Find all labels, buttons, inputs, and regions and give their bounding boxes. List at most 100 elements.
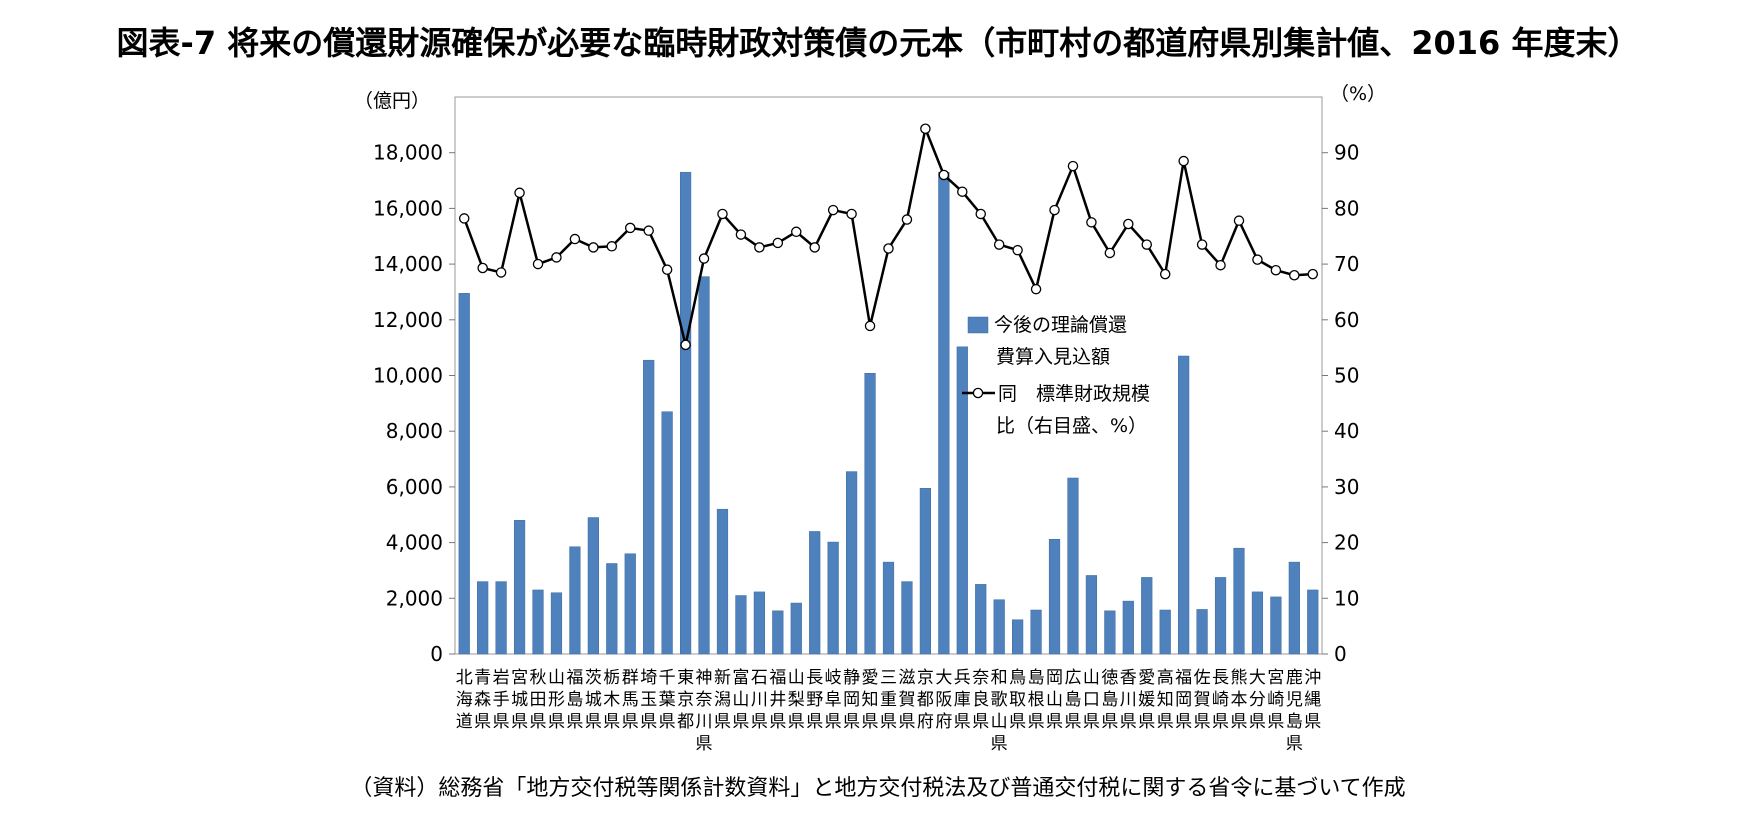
left-tick-label: 4,000 bbox=[386, 531, 443, 555]
category-label: 愛媛県 bbox=[1138, 668, 1155, 732]
category-label: 長野県 bbox=[806, 668, 823, 732]
category-label: 鹿児島県 bbox=[1286, 668, 1303, 754]
bar bbox=[661, 411, 673, 655]
category-label: 長崎県 bbox=[1212, 668, 1229, 732]
bar bbox=[606, 563, 618, 655]
bar bbox=[938, 171, 950, 655]
left-tick-label: 14,000 bbox=[373, 252, 443, 276]
line-point bbox=[1141, 239, 1153, 250]
bar bbox=[735, 595, 747, 655]
right-axis: 0 10 20 30 40 50 60 70 80 90 （%） bbox=[1322, 83, 1386, 666]
category-label: 徳島県 bbox=[1101, 668, 1118, 732]
line-series bbox=[458, 123, 1319, 351]
bar bbox=[1214, 577, 1227, 655]
bar bbox=[753, 591, 765, 655]
left-tick-label: 18,000 bbox=[373, 141, 443, 165]
bar bbox=[993, 599, 1005, 655]
bar bbox=[1233, 547, 1245, 655]
line-point bbox=[1178, 155, 1189, 167]
right-tick-label: 60 bbox=[1334, 308, 1359, 332]
line-point bbox=[514, 187, 525, 199]
line-point bbox=[846, 208, 857, 220]
category-label: 大分県 bbox=[1249, 668, 1266, 732]
category-label: 山口県 bbox=[1083, 668, 1100, 732]
line-point bbox=[791, 226, 802, 238]
line-point bbox=[661, 264, 673, 275]
category-label: 青森県 bbox=[474, 668, 491, 732]
left-tick-label: 0 bbox=[430, 642, 443, 666]
category-label: 京都府 bbox=[917, 668, 934, 732]
bar bbox=[919, 488, 931, 655]
category-label: 埼玉県 bbox=[640, 668, 657, 732]
legend-bar-label: 今後の理論償還費算入見込額 bbox=[994, 314, 1127, 368]
bar bbox=[477, 581, 489, 655]
bar bbox=[643, 359, 655, 655]
right-tick-label: 40 bbox=[1334, 419, 1359, 443]
bar bbox=[790, 602, 802, 655]
category-label: 山形県 bbox=[548, 668, 565, 732]
line-point bbox=[1067, 160, 1079, 172]
line-point bbox=[1215, 259, 1226, 271]
line-point bbox=[624, 222, 636, 234]
category-label: 静岡県 bbox=[843, 668, 860, 732]
bar bbox=[458, 293, 470, 655]
category-label: 島根県 bbox=[1028, 668, 1045, 732]
line-point bbox=[901, 214, 913, 225]
bar bbox=[882, 561, 895, 655]
line-point bbox=[588, 242, 599, 253]
line-point bbox=[1159, 268, 1171, 280]
bar bbox=[1307, 589, 1319, 655]
left-tick-label: 16,000 bbox=[373, 196, 443, 220]
category-label: 滋賀県 bbox=[898, 668, 915, 732]
bar bbox=[495, 581, 507, 655]
bar bbox=[679, 171, 692, 655]
category-label: 北海道 bbox=[456, 668, 473, 732]
category-label: 富山県 bbox=[732, 668, 749, 732]
category-label: 高知県 bbox=[1157, 668, 1174, 732]
category-label: 福島県 bbox=[566, 668, 583, 732]
line-point bbox=[1104, 247, 1116, 259]
legend-line-label: 同 標準財政規模比（右目盛、%） bbox=[996, 383, 1150, 437]
line-point bbox=[754, 242, 765, 253]
bar-series bbox=[458, 171, 1319, 655]
category-label: 群馬県 bbox=[622, 668, 639, 732]
right-tick-label: 10 bbox=[1334, 586, 1359, 610]
bar bbox=[1104, 610, 1116, 655]
source-note: （資料）総務省「地方交付税等関係計数資料」と地方交付税法及び普通交付税に関する省… bbox=[350, 776, 1406, 801]
line-point bbox=[698, 253, 710, 264]
line-point bbox=[735, 229, 747, 240]
right-tick-label: 0 bbox=[1334, 642, 1347, 666]
line-point bbox=[1012, 244, 1023, 256]
category-label: 千葉県 bbox=[659, 668, 676, 732]
bar bbox=[975, 584, 987, 655]
category-label: 熊本県 bbox=[1230, 668, 1247, 732]
legend-line-marker bbox=[972, 387, 984, 399]
line-point bbox=[938, 169, 950, 181]
legend-bar-swatch bbox=[967, 316, 989, 334]
category-label: 愛知県 bbox=[862, 668, 879, 732]
bar bbox=[864, 373, 876, 655]
right-tick-label: 90 bbox=[1334, 141, 1359, 165]
right-tick-label: 50 bbox=[1334, 364, 1359, 388]
category-label: 奈良県 bbox=[972, 668, 989, 732]
bar bbox=[587, 517, 599, 655]
bar bbox=[1178, 355, 1190, 655]
line-point bbox=[993, 239, 1005, 250]
line-point bbox=[569, 233, 581, 245]
category-label: 沖縄県 bbox=[1304, 668, 1321, 732]
category-label: 新潟県 bbox=[714, 668, 731, 732]
category-label: 佐賀県 bbox=[1194, 668, 1211, 732]
line-point bbox=[680, 339, 691, 351]
line-point bbox=[717, 208, 728, 220]
line-point bbox=[920, 123, 931, 134]
line-point bbox=[551, 252, 562, 263]
left-tick-label: 12,000 bbox=[373, 308, 443, 332]
category-label: 香川県 bbox=[1120, 668, 1137, 732]
bar bbox=[624, 553, 636, 655]
bar bbox=[1012, 619, 1024, 655]
line-point bbox=[1307, 268, 1319, 280]
left-axis: 0 2,000 4,000 6,000 8,000 10,000 12,000 14,000 1… bbox=[354, 90, 455, 666]
bar bbox=[846, 471, 858, 655]
